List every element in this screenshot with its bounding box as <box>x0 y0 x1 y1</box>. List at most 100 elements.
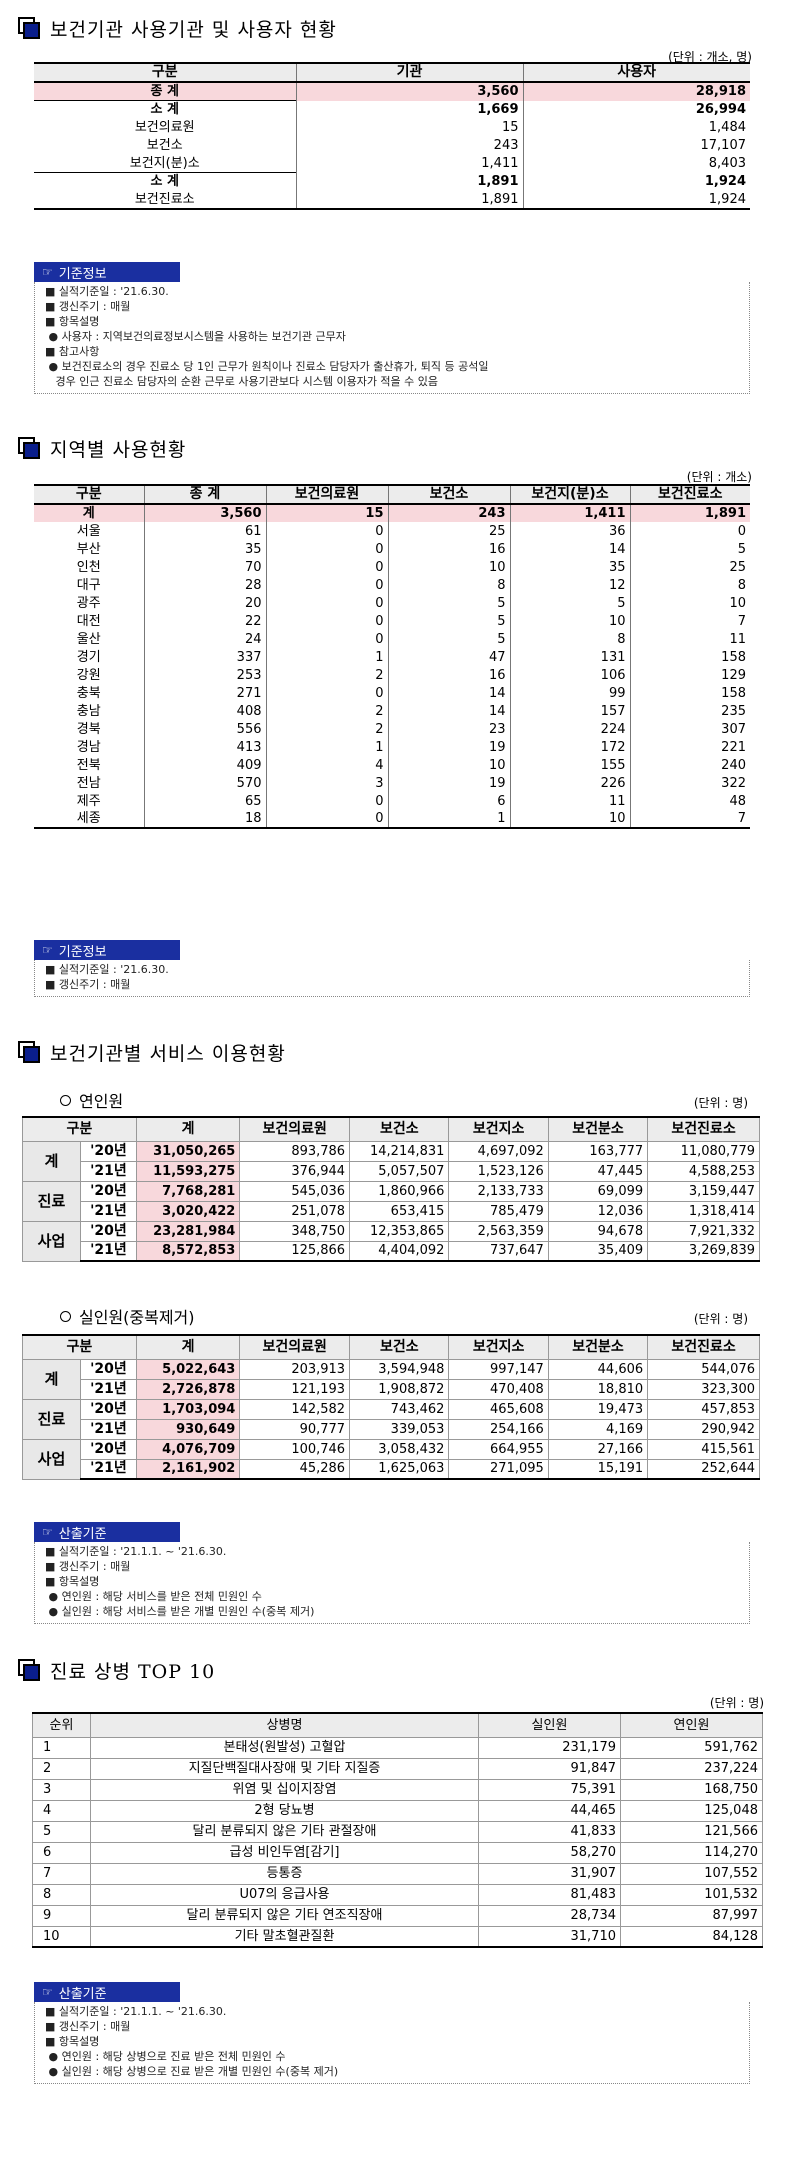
rank-cell: 6 <box>32 1841 91 1864</box>
value-cell: 3 <box>265 774 388 792</box>
value-cell: 3,020,422 <box>135 1200 241 1222</box>
year-label: '20년 <box>79 1398 137 1420</box>
value-cell: 408 <box>143 702 266 720</box>
value-cell: 254,166 <box>448 1418 549 1440</box>
value-cell: 1,625,063 <box>349 1458 450 1480</box>
value-cell: 27,166 <box>547 1438 649 1460</box>
col-header: 보건지(분)소 <box>509 485 630 504</box>
table-row: 광주 20 0 5 5 10 <box>34 594 750 612</box>
value-cell: 25 <box>629 558 750 576</box>
header-row: 순위 상병명 실인원 연인원 <box>32 1712 763 1738</box>
value-cell: 12,036 <box>547 1200 649 1222</box>
rank-cell: 10 <box>32 1925 91 1948</box>
usage-table: 구분 기관 사용자 종 계 3,560 28,918 소 계 1,669 26,994 보건의료… <box>34 62 750 210</box>
value-cell: 18 <box>143 810 266 828</box>
value-cell: 14 <box>387 702 510 720</box>
col-header: 보건의료원 <box>265 485 388 504</box>
row-label: 강원 <box>76 667 101 683</box>
info-header: ☞ 기준정보 <box>34 940 180 960</box>
year-label: '21년 <box>79 1200 137 1222</box>
row-label: 경남 <box>76 739 101 755</box>
col-header: 보건소 <box>349 1116 450 1142</box>
year-label: '21년 <box>79 1240 137 1262</box>
row-label: 보건소 <box>146 138 183 153</box>
year-label: '21년 <box>79 1418 137 1440</box>
info-line: ■ 갱신주기 : 매월 <box>45 2020 131 2033</box>
value-cell: 322 <box>629 774 750 792</box>
table-row: 세종 18 0 1 10 7 <box>34 810 750 828</box>
value-cell: 4,076,709 <box>135 1438 241 1460</box>
col-header: 보건분소 <box>547 1116 649 1142</box>
region-table: 구분 종 계 보건의료원 보건소 보건지(분)소 보건진료소 계 3,560 15 243 1,4… <box>34 484 750 829</box>
value-cell: 26,994 <box>522 100 750 119</box>
rank-cell: 5 <box>32 1820 91 1843</box>
hand-pointer-icon: ☞ <box>42 265 53 279</box>
value-cell: 1,318,414 <box>647 1200 760 1222</box>
value-cell: 19,473 <box>547 1398 649 1420</box>
rank-cell: 9 <box>32 1904 91 1927</box>
value-cell: 47,445 <box>547 1160 649 1182</box>
value-cell: 5 <box>387 594 510 612</box>
hand-pointer-icon: ☞ <box>42 1525 53 1539</box>
value-cell: 1,860,966 <box>349 1180 450 1202</box>
col-header: 보건지소 <box>448 1116 549 1142</box>
value-cell: 10 <box>509 612 630 630</box>
col-header: 상병명 <box>90 1712 479 1738</box>
value-cell: 35 <box>509 558 630 576</box>
disease-name: 위염 및 십이지장염 <box>90 1778 479 1801</box>
rank-cell: 2 <box>32 1757 91 1780</box>
value-cell: 121,193 <box>239 1378 351 1400</box>
row-label: 보건진료소 <box>134 191 195 207</box>
value-cell: 1,411 <box>509 504 630 522</box>
section-title-service: 보건기관별 서비스 이용현황 <box>18 1036 286 1068</box>
table-row: 5 달리 분류되지 않은 기타 관절장애 41,833 121,566 <box>32 1820 763 1843</box>
col-header: 보건의료원 <box>239 1116 351 1142</box>
value-cell: 31,710 <box>478 1925 621 1948</box>
value-cell: 2,133,733 <box>448 1180 549 1202</box>
info-line: ■ 항목설명 <box>45 1575 100 1588</box>
value-cell: 101,532 <box>620 1883 763 1906</box>
value-cell: 252,644 <box>647 1458 760 1480</box>
col-header: 기관 <box>295 63 523 82</box>
col-header: 보건진료소 <box>647 1116 760 1142</box>
value-cell: 323,300 <box>647 1378 760 1400</box>
col-header: 구분 <box>22 1116 137 1142</box>
rank-cell: 7 <box>32 1862 91 1885</box>
value-cell: 5,057,507 <box>349 1160 450 1182</box>
table-row: 진료 '20년 1,703,094 142,582 743,462 465,608 19,4… <box>22 1398 760 1440</box>
value-cell: 271 <box>143 684 266 702</box>
table-row: 부산 35 0 16 14 5 <box>34 540 750 558</box>
value-cell: 168,750 <box>620 1778 763 1801</box>
value-cell: 4,169 <box>547 1418 649 1440</box>
value-cell: 2 <box>265 720 388 738</box>
value-cell: 7 <box>629 612 750 630</box>
unit-label: (단위 : 명) <box>693 1096 748 1110</box>
visits-table: 구분 계 보건의료원 보건소 보건지소 보건분소 보건진료소 계 '20년 31,050,265 8… <box>22 1116 760 1262</box>
value-cell: 1,669 <box>295 100 523 119</box>
table-row: 1 본태성(원발성) 고혈압 231,179 591,762 <box>32 1736 763 1759</box>
value-cell: 570 <box>143 774 266 792</box>
group-label: 사업 <box>22 1438 81 1480</box>
value-cell: 157 <box>509 702 630 720</box>
col-header: 보건진료소 <box>647 1334 760 1360</box>
value-cell: 8 <box>509 630 630 648</box>
value-cell: 4,588,253 <box>647 1160 760 1182</box>
group-label: 계 <box>22 1358 81 1400</box>
unit-label: (단위 : 개소) <box>686 470 752 484</box>
info-line: ■ 실적기준일 : '21.6.30. <box>45 285 169 298</box>
value-cell: 11,593,275 <box>135 1160 241 1182</box>
table-row: 보건진료소 1,891 1,924 <box>34 190 750 209</box>
value-cell: 36 <box>509 522 630 540</box>
value-cell: 3,594,948 <box>349 1358 450 1380</box>
group-label: 계 <box>22 1140 81 1182</box>
value-cell: 11,080,779 <box>647 1140 760 1162</box>
value-cell: 11 <box>629 630 750 648</box>
value-cell: 0 <box>265 612 388 630</box>
col-header: 보건진료소 <box>629 485 750 504</box>
header-row: 구분 계 보건의료원 보건소 보건지소 보건분소 보건진료소 <box>22 1334 760 1360</box>
table-row: 경남 413 1 19 172 221 <box>34 738 750 756</box>
row-label: 소 계 <box>34 172 296 191</box>
table-row: 8 U07의 응급사용 81,483 101,532 <box>32 1883 763 1906</box>
square-marker-icon <box>18 1659 40 1681</box>
value-cell: 10 <box>387 756 510 774</box>
